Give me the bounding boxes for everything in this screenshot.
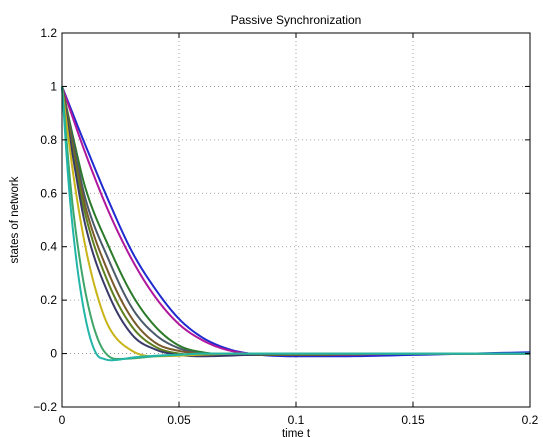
y-tick-label: 0 [50,347,57,361]
x-tick-label: 0.05 [167,413,191,427]
y-tick-label: 0.8 [40,133,57,147]
y-axis-label: states of network [9,176,21,263]
y-tick-label: −0.2 [33,400,57,414]
chart-title: Passive Synchronization [231,13,362,27]
series-lines [61,86,531,362]
series-line-1 [61,86,531,358]
y-tick-label: 1 [50,79,57,93]
series-line-10 [61,86,530,362]
y-tick-label: 0.2 [40,293,57,307]
x-axis-label: time t [282,428,311,437]
x-tick-label: 0.2 [522,413,539,427]
y-tick-label: 1.2 [40,26,57,40]
x-tick-label: 0 [59,413,66,427]
plot-background [62,33,530,407]
y-tick-label: 0.4 [40,240,57,254]
ticks: 0 0.05 0.1 0.15 0.2−0.200.20.40.60.811.2 [33,26,538,427]
x-tick-label: 0.1 [288,413,305,427]
series-line-5 [61,86,530,356]
x-tick-label: 0.15 [401,413,425,427]
y-tick-label: 0.6 [40,186,57,200]
